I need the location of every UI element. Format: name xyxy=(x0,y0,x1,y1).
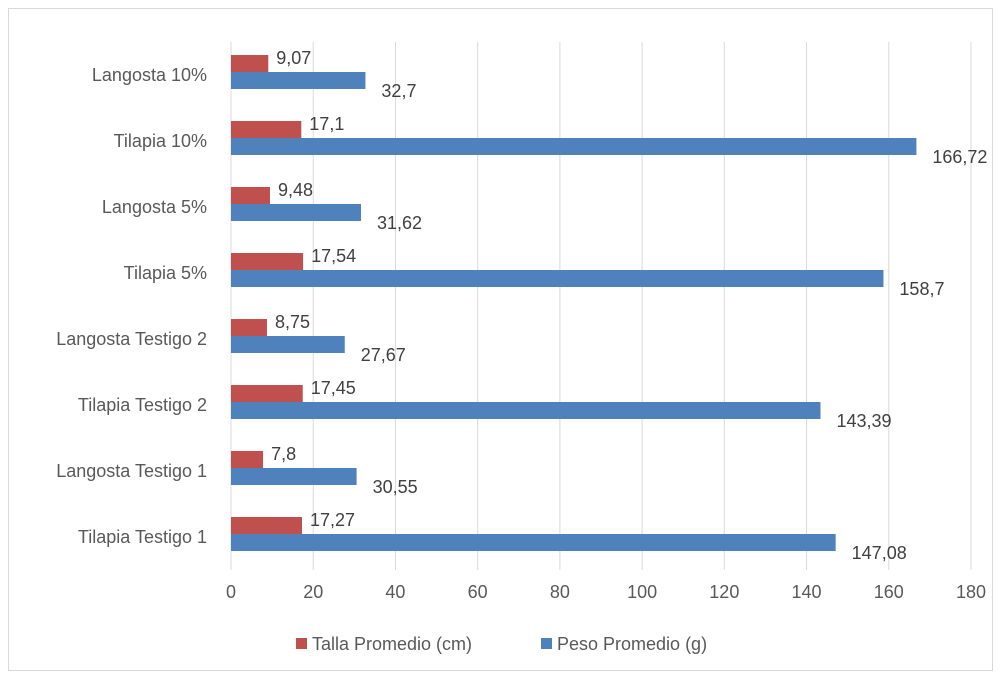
category-label: Tilapia 10% xyxy=(114,131,207,151)
data-label: 9,07 xyxy=(276,48,311,68)
x-tick-label: 160 xyxy=(874,582,904,602)
data-label: 17,45 xyxy=(311,378,356,398)
category-label: Langosta Testigo 2 xyxy=(56,329,207,349)
x-tick-label: 60 xyxy=(468,582,488,602)
data-label: 8,75 xyxy=(275,312,310,332)
data-label: 31,62 xyxy=(377,213,422,233)
bar-peso xyxy=(231,138,917,155)
category-label: Langosta Testigo 1 xyxy=(56,461,207,481)
bar-talla xyxy=(231,121,302,138)
category-label: Langosta 5% xyxy=(102,197,207,217)
x-tick-label: 0 xyxy=(226,582,236,602)
bar-peso xyxy=(231,204,361,221)
legend-swatch xyxy=(296,638,307,649)
bar-peso xyxy=(231,402,821,419)
bar-talla xyxy=(231,385,303,402)
data-label: 158,7 xyxy=(899,279,944,299)
x-tick-label: 120 xyxy=(709,582,739,602)
legend-swatch xyxy=(541,638,552,649)
bar-talla xyxy=(231,517,302,534)
category-label: Tilapia Testigo 1 xyxy=(78,527,207,547)
x-tick-label: 100 xyxy=(627,582,657,602)
bar-peso xyxy=(231,336,345,353)
category-label: Tilapia 5% xyxy=(124,263,207,283)
data-label: 30,55 xyxy=(373,477,418,497)
data-label: 32,7 xyxy=(381,81,416,101)
bar-talla xyxy=(231,253,304,270)
bar-talla xyxy=(231,319,267,336)
data-label: 7,8 xyxy=(271,444,296,464)
bar-peso xyxy=(231,534,836,551)
data-label: 27,67 xyxy=(361,345,406,365)
bar-peso xyxy=(231,270,884,287)
legend-label: Peso Promedio (g) xyxy=(557,634,707,654)
category-label: Langosta 10% xyxy=(92,65,207,85)
x-tick-label: 40 xyxy=(385,582,405,602)
bar-talla xyxy=(231,55,269,72)
data-label: 166,72 xyxy=(932,147,987,167)
category-label: Tilapia Testigo 2 xyxy=(78,395,207,415)
x-tick-label: 80 xyxy=(550,582,570,602)
data-label: 17,1 xyxy=(309,114,344,134)
data-label: 143,39 xyxy=(836,411,891,431)
data-label: 17,27 xyxy=(310,510,355,530)
bars xyxy=(231,55,917,551)
bar-peso xyxy=(231,72,366,89)
data-label: 17,54 xyxy=(311,246,356,266)
x-tick-label: 180 xyxy=(956,582,986,602)
bar-talla xyxy=(231,187,270,204)
x-tick-label: 20 xyxy=(303,582,323,602)
legend: Talla Promedio (cm) Peso Promedio (g) xyxy=(296,634,707,654)
data-label: 147,08 xyxy=(852,543,907,563)
bar-peso xyxy=(231,468,357,485)
chart-area xyxy=(8,8,993,671)
bar-talla xyxy=(231,451,264,468)
value-axis-labels: 0 20 40 60 80 100 120 140 160 180 xyxy=(226,582,986,602)
x-tick-label: 140 xyxy=(792,582,822,602)
category-axis-labels: Tilapia Testigo 1 Langosta Testigo 1 Tilap… xyxy=(56,65,207,547)
data-labels: 17,27 147,08 7,8 30,55 17,45 143,39 8,75 27,67 1… xyxy=(271,48,987,563)
data-label: 9,48 xyxy=(278,180,313,200)
legend-label: Talla Promedio (cm) xyxy=(312,634,472,654)
